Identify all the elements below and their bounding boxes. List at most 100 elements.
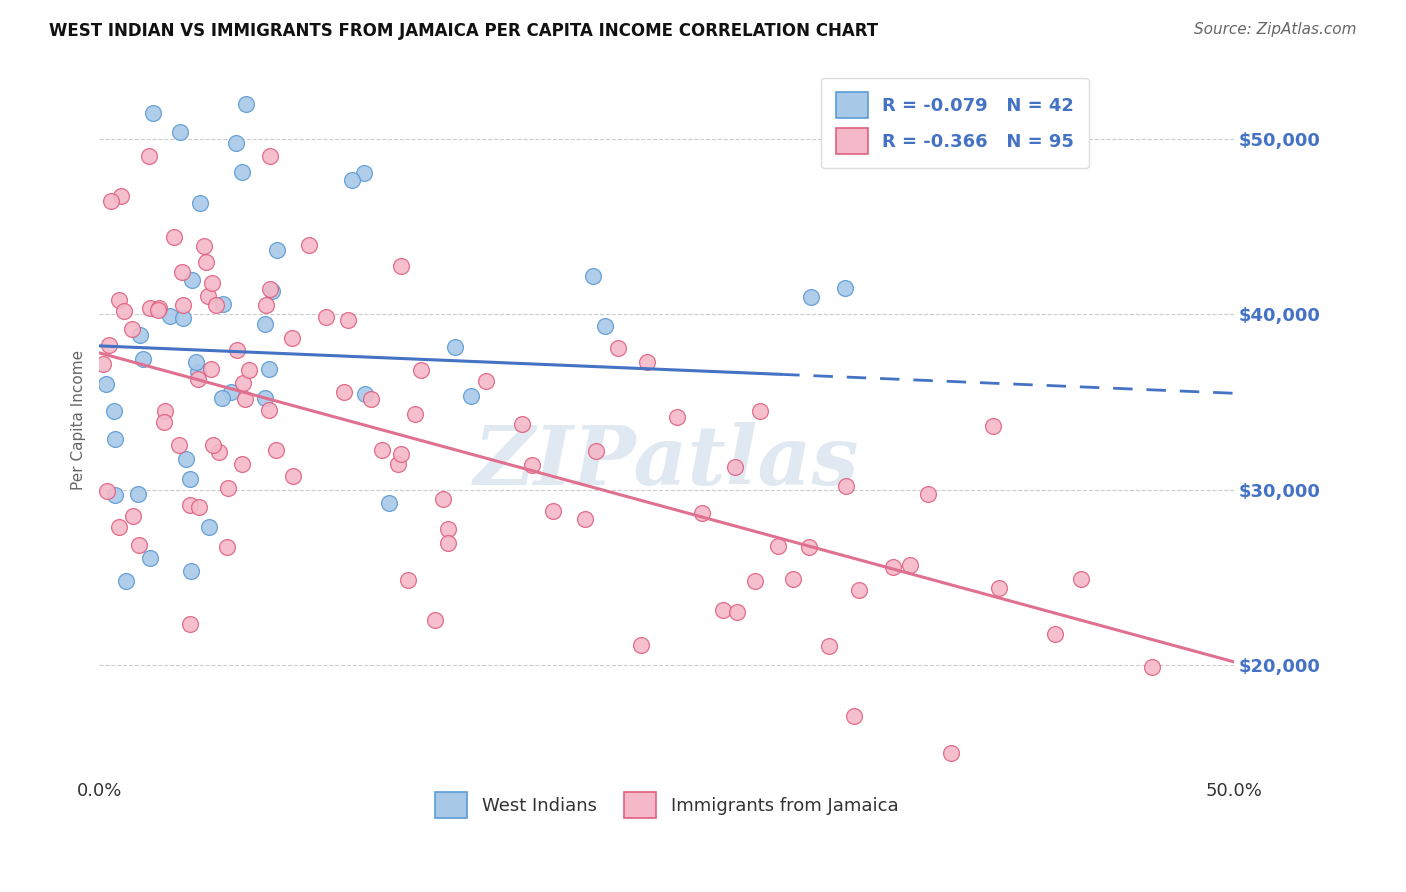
Point [423,613,446,627]
Point [981,419,1004,434]
Point [898,558,921,572]
Point [121,322,143,336]
Point [174,451,197,466]
Point [260,285,283,299]
Point [582,269,605,284]
Point [231,165,253,179]
Point [193,238,215,252]
Point [800,290,823,304]
Point [298,238,321,252]
Point [221,384,243,399]
Point [444,340,467,354]
Point [723,460,745,475]
Point [138,149,160,163]
Point [834,281,856,295]
Text: WEST INDIAN VS IMMIGRANTS FROM JAMAICA PER CAPITA INCOME CORRELATION CHART: WEST INDIAN VS IMMIGRANTS FROM JAMAICA P… [49,22,879,40]
Point [155,403,177,417]
Legend: West Indians, Immigrants from Jamaica: West Indians, Immigrants from Jamaica [427,785,905,825]
Point [342,172,364,186]
Point [371,442,394,457]
Point [460,389,482,403]
Point [104,487,127,501]
Point [281,469,304,483]
Point [437,535,460,549]
Point [1070,572,1092,586]
Point [127,487,149,501]
Point [197,289,219,303]
Point [522,458,544,473]
Point [179,472,201,486]
Point [432,491,454,506]
Point [226,343,249,358]
Point [208,445,231,459]
Y-axis label: Per Capita Income: Per Capita Income [72,350,86,490]
Point [917,487,939,501]
Point [235,96,257,111]
Point [152,415,174,429]
Point [474,374,496,388]
Point [353,166,375,180]
Point [510,417,533,431]
Point [253,391,276,405]
Point [387,457,409,471]
Point [766,540,789,554]
Point [574,512,596,526]
Point [187,372,209,386]
Point [541,503,564,517]
Point [782,572,804,586]
Point [396,573,419,587]
Point [96,377,118,392]
Point [217,481,239,495]
Point [205,298,228,312]
Point [585,443,607,458]
Point [172,311,194,326]
Point [378,496,401,510]
Point [148,301,170,316]
Point [170,265,193,279]
Point [257,362,280,376]
Point [665,410,688,425]
Point [264,443,287,458]
Point [238,363,260,377]
Point [195,255,218,269]
Point [848,583,870,598]
Point [1043,626,1066,640]
Point [266,243,288,257]
Point [389,259,412,273]
Point [112,303,135,318]
Point [184,355,207,369]
Point [103,404,125,418]
Point [110,189,132,203]
Point [167,438,190,452]
Point [163,230,186,244]
Point [253,317,276,331]
Point [108,520,131,534]
Point [169,125,191,139]
Point [139,550,162,565]
Point [128,539,150,553]
Point [280,331,302,345]
Point [834,479,856,493]
Point [180,273,202,287]
Point [138,301,160,315]
Point [744,574,766,588]
Point [100,194,122,209]
Point [114,574,136,589]
Point [257,403,280,417]
Point [692,506,714,520]
Point [232,376,254,390]
Point [636,354,658,368]
Point [198,520,221,534]
Point [939,746,962,760]
Point [217,540,239,554]
Point [121,508,143,523]
Point [360,392,382,406]
Point [818,639,841,653]
Point [749,404,772,418]
Point [254,298,277,312]
Point [188,196,211,211]
Point [201,277,224,291]
Point [225,136,247,150]
Point [211,391,233,405]
Point [882,560,904,574]
